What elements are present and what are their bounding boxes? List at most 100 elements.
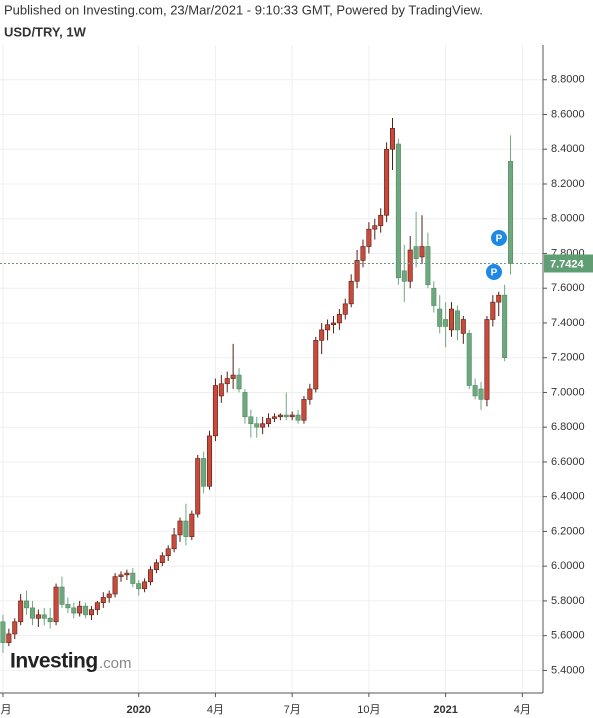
candle-body [437,308,443,327]
candle-body [307,388,313,400]
candle-body [484,319,490,400]
candle-body [153,562,159,570]
y-tick-label: 8.6000 [551,108,585,120]
candle-body [53,586,59,623]
candle-body [106,593,112,598]
candle-body [94,602,100,610]
x-tick-label: 2021 [433,704,457,716]
y-tick-label: 5.8000 [551,595,585,607]
candle-body [65,604,71,609]
y-tick-label: 6.2000 [551,525,585,537]
candle-body [360,246,366,261]
candle-body [0,621,6,643]
candle-body [47,617,53,623]
candle-body [100,597,106,603]
last-price-label: 7.7424 [550,258,585,270]
y-tick-label: 6.8000 [551,421,585,433]
candle-body [401,270,407,282]
candle-body [508,161,514,264]
candle-body [443,319,449,327]
candle-body [283,414,289,418]
candle-body [425,246,431,286]
y-tick-label: 7.0000 [551,386,585,398]
candle-body [254,423,260,428]
candle-body [348,280,354,305]
candle-body [201,458,207,487]
candle-body [118,574,124,577]
x-tick-label: 8月 [0,704,12,716]
candle-body [454,310,460,331]
candle-body [224,378,230,385]
candle-body [218,383,224,397]
y-tick-label: 7.4000 [551,317,585,329]
candle-body [171,534,177,550]
candle-body [124,572,130,576]
marker-badge [491,230,507,246]
candle-body [236,374,242,390]
candle-body [212,385,218,437]
candle-body [12,621,18,635]
x-tick-label: 4月 [514,704,531,716]
y-tick-label: 6.4000 [551,491,585,503]
candle-body [35,614,41,619]
y-tick-label: 5.6000 [551,630,585,642]
candle-body [18,600,24,623]
x-tick-label: 10月 [357,704,380,716]
y-tick-label: 7.6000 [551,282,585,294]
y-tick-label: 6.6000 [551,456,585,468]
y-tick-label: 8.8000 [551,74,585,86]
candle-body [384,148,390,216]
candle-body [59,586,65,605]
candle-body [466,333,472,386]
candle-body [460,319,466,334]
header: Published on Investing.com, 23/Mar/2021 … [4,2,483,17]
marker-badge [486,264,502,280]
marker-label: P [491,268,498,279]
candle-body [496,294,502,303]
candle-body [378,214,384,226]
candle-body [112,576,118,595]
candle-body [325,324,331,331]
candle-body [142,581,148,590]
candle-body [419,246,425,258]
candle-body [389,128,395,150]
candle-body [242,392,248,418]
candle-body [413,246,419,259]
candle-body [189,513,195,537]
candle-body [165,548,171,557]
candle-body [431,287,437,306]
candle-body [183,520,189,537]
candle-body [71,607,77,614]
candle-body [330,322,336,325]
candle-body [88,609,94,616]
candle-body [148,569,154,583]
candle-body [260,423,266,428]
candle-body [449,308,455,331]
candle-body [407,249,413,282]
candle-body [248,416,254,425]
marker-label: P [496,234,503,245]
candle-body [130,572,136,584]
candle-body [41,614,47,619]
candle-body [502,294,508,359]
candle-body [77,605,83,614]
candle-body [478,388,484,400]
candle-body [354,260,360,282]
candle-body [472,385,478,397]
y-tick-label: 7.2000 [551,352,585,364]
logo-brand: Investing [10,650,98,673]
chart-title: USD/TRY, 1W [4,24,87,39]
y-tick-label: 6.0000 [551,560,585,572]
y-tick-label: 8.0000 [551,213,585,225]
candle-body [313,340,319,390]
candle-body [289,414,295,418]
y-tick-label: 8.4000 [551,143,585,155]
y-tick-label: 8.2000 [551,178,585,190]
candle-body [230,374,236,379]
candle-body [136,583,142,590]
candle-body [24,600,30,609]
x-tick-label: 7月 [284,704,301,716]
candle-body [271,416,277,419]
candle-body [159,555,165,564]
